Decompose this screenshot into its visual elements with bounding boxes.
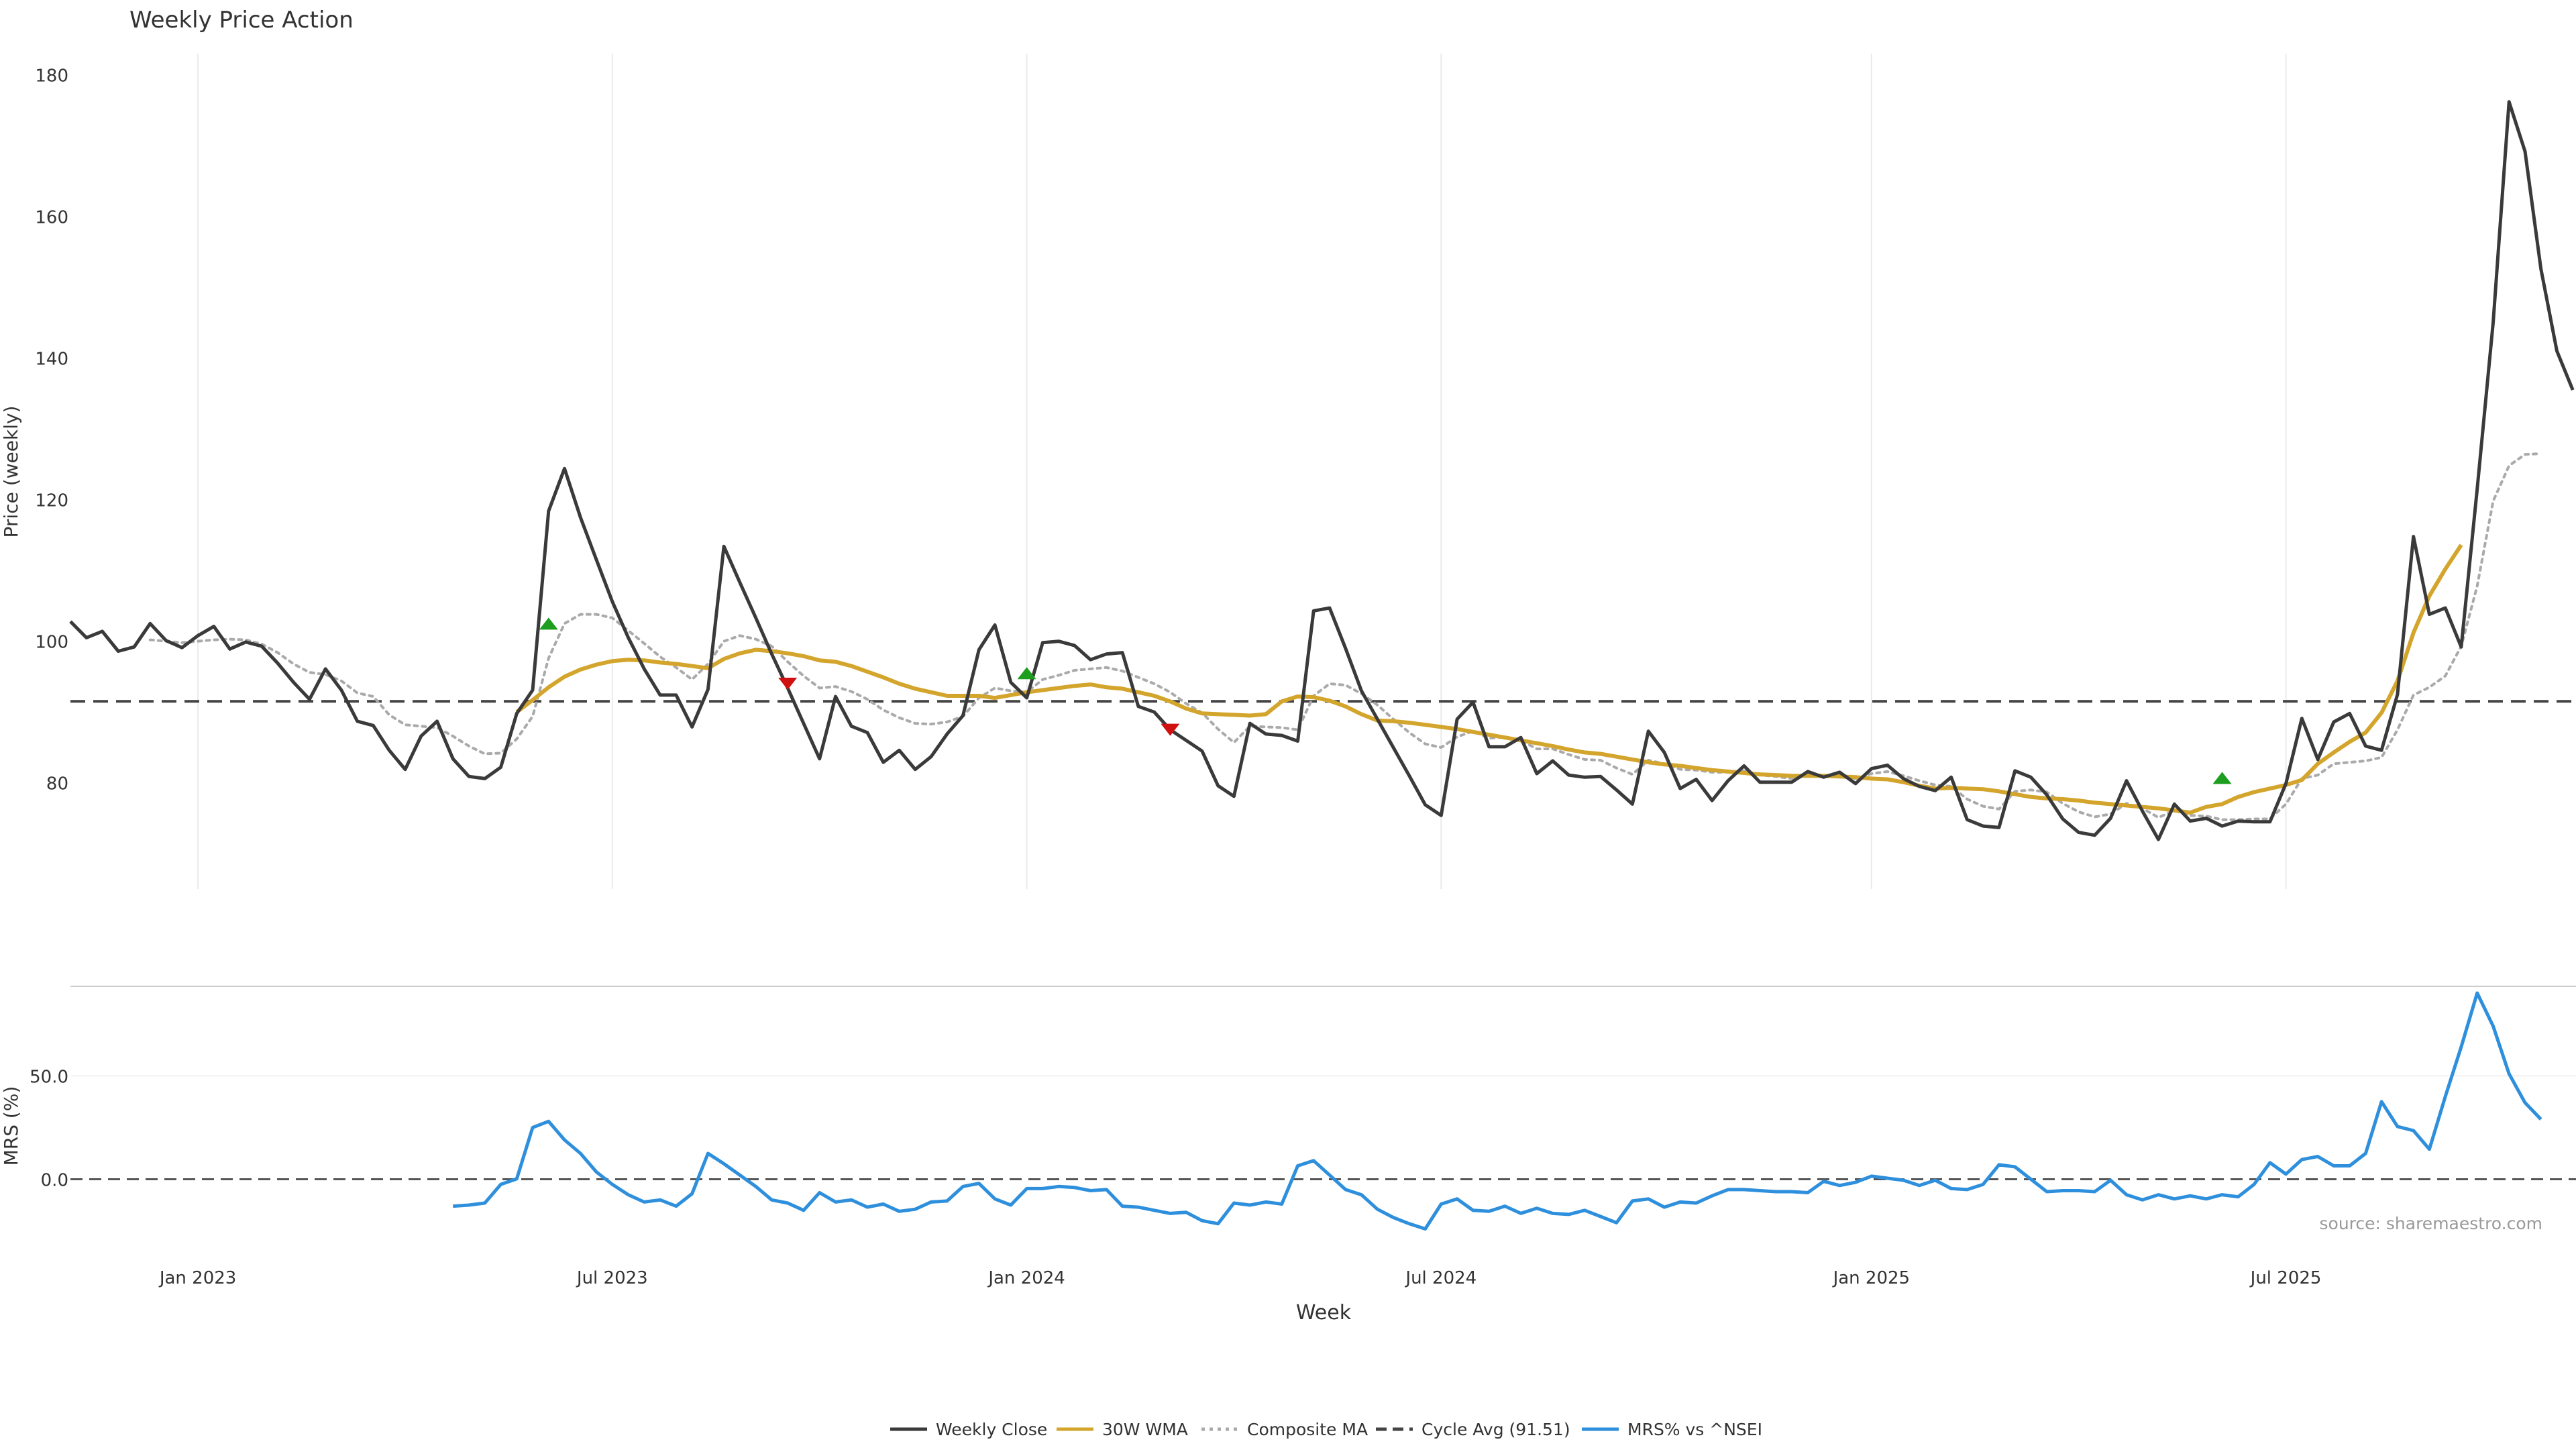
x-tick-label: Jul 2024 <box>1404 1268 1477 1288</box>
legend-label: Cycle Avg (91.51) <box>1421 1420 1570 1439</box>
price-series <box>69 100 2576 841</box>
x-tick-label: Jan 2025 <box>1832 1268 1911 1288</box>
price-y-tick-label: 120 <box>35 491 68 511</box>
price-y-tick-label: 140 <box>35 350 68 370</box>
mrs-line <box>453 991 2542 1231</box>
price-y-tick-label: 100 <box>35 633 68 653</box>
composite-ma-line <box>148 452 2542 821</box>
mrs-y-tick-label: 0.0 <box>41 1171 68 1191</box>
x-tick-label: Jan 2023 <box>158 1268 237 1288</box>
price-y-tick-label: 80 <box>46 774 68 794</box>
sell-signal-marker <box>778 678 798 690</box>
mrs-y-tick-label: 50.0 <box>30 1067 68 1087</box>
mrs-series <box>70 991 2576 1231</box>
x-axis: Jan 2023 Jul 2023 Jan 2024 Jul 2024 Jan 2025… <box>158 1268 2322 1288</box>
buy-signal-marker <box>2212 772 2232 784</box>
price-y-tick-label: 160 <box>35 208 68 228</box>
source-note: source: sharemaestro.com <box>2320 1214 2543 1233</box>
chart-title: Weekly Price Action <box>129 7 354 34</box>
x-axis-label: Week <box>1296 1301 1352 1325</box>
legend-label: MRS% vs ^NSEI <box>1627 1420 1762 1439</box>
mrs-y-axis: 0.0 50.0 <box>30 1067 2576 1191</box>
buy-signal-marker <box>539 617 558 630</box>
sell-signal-marker <box>1161 723 1180 736</box>
mrs-y-axis-label: MRS (%) <box>0 1086 22 1166</box>
weekly-close-line <box>69 100 2575 841</box>
price-y-axis: 80 100 120 140 160 180 <box>35 66 68 794</box>
vertical-grid <box>197 54 2287 889</box>
buy-signal-marker <box>1017 667 1036 680</box>
legend-label: Composite MA <box>1247 1420 1368 1439</box>
signal-markers <box>539 617 2232 784</box>
legend: Weekly Close 30W WMA Composite MA Cycle Avg… <box>890 1420 1762 1439</box>
x-tick-label: Jul 2025 <box>2249 1268 2322 1288</box>
x-tick-label: Jan 2024 <box>987 1268 1065 1288</box>
legend-label: Weekly Close <box>936 1420 1047 1439</box>
price-y-axis-label: Price (weekly) <box>0 406 22 538</box>
legend-label: 30W WMA <box>1102 1420 1188 1439</box>
x-tick-label: Jul 2023 <box>576 1268 648 1288</box>
price-y-tick-label: 180 <box>35 66 68 87</box>
wma-30w-line <box>515 543 2463 815</box>
